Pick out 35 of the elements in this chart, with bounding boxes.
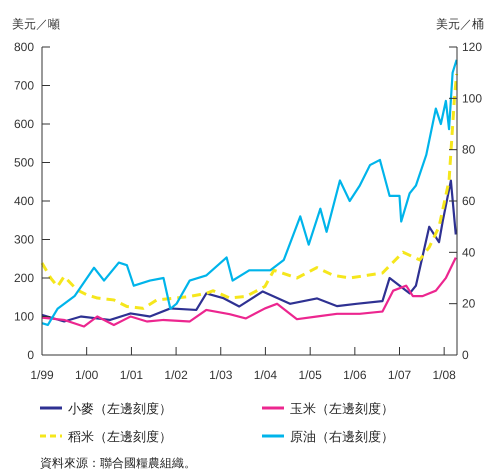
y2-tick-label: 20 [462,296,476,311]
y2-tick-label: 100 [462,91,482,106]
x-tick-label: 1/01 [120,368,144,382]
legend-label: 稻米（左邊刻度） [68,429,172,444]
y2-tick-label: 60 [462,194,476,208]
line-series [40,256,457,328]
y-tick-label: 800 [14,40,34,54]
y-tick-label: 600 [14,117,34,131]
x-tick-label: 1/02 [164,368,188,382]
legend-label: 小麥（左邊刻度） [68,401,172,416]
legend-label: 原油（右邊刻度） [290,429,394,444]
x-tick-label: 1/00 [74,368,99,382]
y-axis-title: 美元／噸 [12,17,60,31]
y-tick-label: 300 [14,232,34,246]
line-series [40,179,457,323]
y-tick-label: 700 [14,78,34,92]
y2-axis-title: 美元／桶 [436,17,484,31]
y-tick-label: 100 [14,310,34,324]
x-tick-label: 1/06 [343,368,367,382]
y-tick-label: 0 [27,348,34,362]
x-tick-label: 1/08 [432,368,456,382]
x-tick-label: 1/07 [388,368,412,382]
y2-tick-label: 80 [462,142,476,157]
x-tick-label: 1/03 [209,368,233,382]
y-tick-label: 500 [14,156,34,170]
x-tick-label: 1/05 [298,368,322,382]
y2-tick-label: 0 [462,348,469,362]
y-tick-label: 200 [14,271,34,285]
legend-label: 玉米（左邊刻度） [290,401,394,416]
x-tick-label: 1/04 [254,368,278,382]
y2-tick-label: 40 [462,245,476,260]
source-note: 資料來源：聯合國糧農組織。 [40,456,196,470]
y2-tick-label: 120 [462,40,482,54]
y-tick-label: 400 [14,194,34,208]
x-tick-label: 1/99 [30,368,54,382]
